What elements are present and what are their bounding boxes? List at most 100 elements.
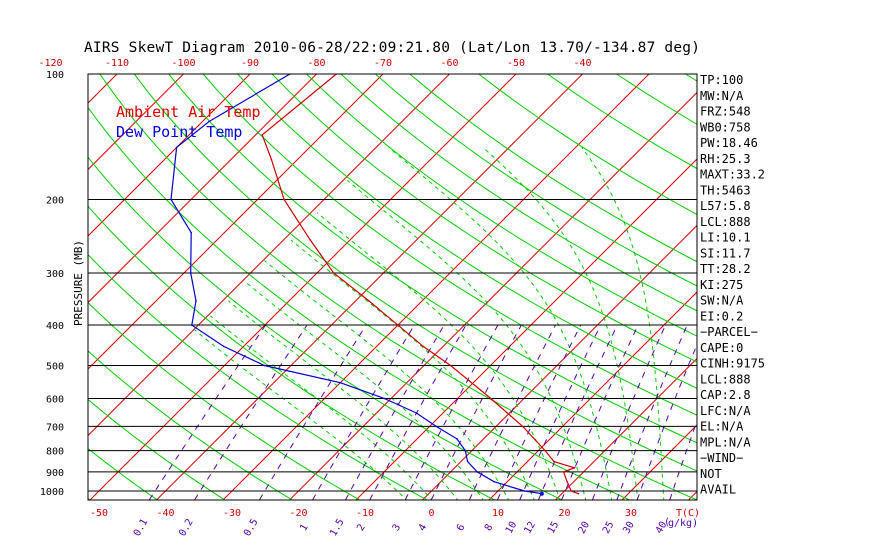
dewpoint-point xyxy=(190,231,192,234)
mixing-ratio-line xyxy=(468,324,556,500)
isotherm-line xyxy=(89,74,517,500)
moist-adiabat-line xyxy=(482,147,639,500)
temperature-point xyxy=(449,364,452,367)
bottom-temp-label: -50 xyxy=(90,508,108,519)
top-temp-label: -50 xyxy=(507,58,525,69)
dewpoint-point xyxy=(476,471,479,473)
index-label: CAP:2.8 xyxy=(700,388,751,402)
isotherm-line xyxy=(355,158,697,500)
temperature-point xyxy=(566,480,568,483)
top-temp-label: -110 xyxy=(105,58,129,69)
dewpoint-point xyxy=(523,490,526,492)
dewpoint-point xyxy=(191,324,193,326)
index-label: PW:18.46 xyxy=(700,136,758,150)
bottom-temp-label: 0 xyxy=(428,508,434,519)
mixing-ratio-label: 20 xyxy=(577,520,593,536)
mixing-ratio-label: 12 xyxy=(523,520,539,536)
moist-adiabat-line xyxy=(209,315,433,500)
top-temp-label: -70 xyxy=(374,58,392,69)
index-label: −WIND− xyxy=(700,451,743,465)
mixing-ratio-label: 6 xyxy=(455,522,468,533)
mixing-ratio-label: 8 xyxy=(483,522,496,533)
pressure-tick-label: 300 xyxy=(46,269,64,280)
dry-adiabat-line xyxy=(202,74,697,416)
mixing-ratio-line xyxy=(369,324,467,500)
isotherm-line xyxy=(288,91,697,500)
pressure-tick-label: 1000 xyxy=(40,487,64,498)
mixing-ratio-line xyxy=(592,324,666,500)
mixing-ratio-line xyxy=(537,324,618,500)
index-label: MAXT:33.2 xyxy=(700,168,765,182)
index-label: WB0:758 xyxy=(700,120,751,134)
bottom-temp-label: 30 xyxy=(625,508,637,519)
index-label: LFC:N/A xyxy=(700,404,751,418)
mixing-axis-label: g/kg) xyxy=(668,518,698,529)
dewpoint-point xyxy=(175,146,178,149)
dewpoint-point xyxy=(435,425,438,428)
pressure-tick-label: 500 xyxy=(46,361,64,372)
index-label: RH:25.3 xyxy=(700,152,751,166)
temperature-point xyxy=(397,324,399,326)
top-temp-label: -100 xyxy=(171,58,195,69)
mixing-ratio-label: 10 xyxy=(504,520,520,536)
mixing-ratio-label: 3 xyxy=(391,522,404,533)
isotherm-line xyxy=(0,65,60,502)
index-label: SW:N/A xyxy=(700,294,744,308)
temperature-point xyxy=(332,272,335,274)
dry-adiabat-line xyxy=(375,74,697,287)
dry-adiabat-line xyxy=(237,74,697,389)
dewpoint-point xyxy=(222,345,225,348)
mixing-ratio-label: 40 xyxy=(654,520,670,536)
isotherm-line xyxy=(88,74,318,304)
mixing-label-paren: ( xyxy=(664,517,670,528)
bottom-temp-label: -30 xyxy=(223,508,241,519)
legend-air-temp: Ambient Air Temp xyxy=(116,103,261,121)
dewpoint-point xyxy=(383,397,386,400)
dewpoint-point xyxy=(263,364,266,367)
isotherm-line xyxy=(222,74,650,500)
temperature-point xyxy=(573,467,576,469)
mixing-ratio-label: 1 xyxy=(298,522,311,533)
index-label: LCL:888 xyxy=(700,215,751,229)
mixing-ratio-label: 2 xyxy=(355,522,368,533)
mixing-ratio-label: 30 xyxy=(621,520,637,536)
dry-adiabat-line xyxy=(0,74,24,502)
pressure-tick-label: 400 xyxy=(46,321,64,332)
mixing-ratio-line xyxy=(345,324,445,500)
pressure-tick-label: 200 xyxy=(46,196,64,207)
moist-adiabat-line xyxy=(290,239,535,500)
mixing-ratio-line xyxy=(430,324,522,500)
isotherm-line xyxy=(88,74,451,437)
moist-adiabat-line xyxy=(388,147,613,500)
top-temp-label: -90 xyxy=(241,58,259,69)
pressure-tick-label: 100 xyxy=(46,70,64,81)
top-temp-label: -60 xyxy=(440,58,458,69)
bottom-temp-label: -40 xyxy=(156,508,174,519)
dewpoint-point xyxy=(195,300,197,302)
mixing-ratio-label: 25 xyxy=(601,520,617,536)
dewpoint-surface-marker xyxy=(539,491,544,496)
index-label: TP:100 xyxy=(700,73,743,87)
temperature-point xyxy=(553,460,555,463)
dry-adiabat-line xyxy=(754,74,870,502)
moist-adiabat-line xyxy=(316,212,561,500)
index-label: LCL:888 xyxy=(700,372,751,386)
y-axis-title: PRESSURE (MB) xyxy=(72,240,85,326)
mixing-ratio-line xyxy=(312,324,415,500)
dry-adiabat-line xyxy=(409,74,697,263)
mixing-ratio-label: 0.2 xyxy=(177,517,196,538)
dewpoint-point xyxy=(208,120,210,123)
index-label: EI:0.2 xyxy=(700,309,743,323)
dewpoint-point xyxy=(456,438,458,440)
index-label: CAPE:0 xyxy=(700,341,743,355)
dry-adiabat-line xyxy=(340,74,697,312)
bottom-temp-label: 20 xyxy=(558,508,570,519)
dry-adiabat-line xyxy=(271,74,697,363)
dewpoint-point xyxy=(189,272,192,274)
temperature-point xyxy=(283,198,285,201)
temperature-point xyxy=(261,134,264,136)
index-label: KI:275 xyxy=(700,278,743,292)
dewpoint-point xyxy=(170,198,172,201)
dewpoint-point xyxy=(464,449,467,452)
